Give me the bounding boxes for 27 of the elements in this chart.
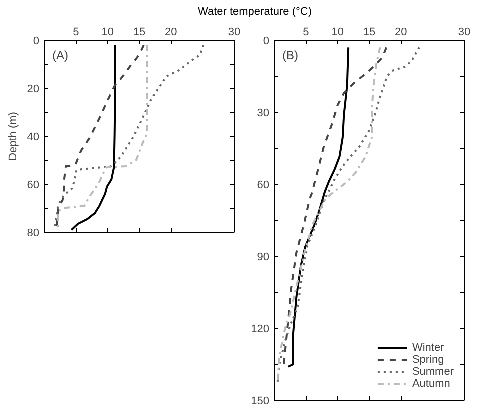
x-tick-label: 5 — [303, 26, 310, 38]
legend-label: Autumn — [412, 378, 450, 390]
y-tick-label: 20 — [27, 84, 40, 96]
y-tick-label: 0 — [33, 36, 40, 48]
x-tick-label: 5 — [73, 26, 80, 38]
x-tick-label: 10 — [332, 26, 344, 38]
x-tick-label: 20 — [165, 26, 178, 38]
y-tick-label: 120 — [251, 324, 270, 336]
legend-label: Summer — [412, 366, 454, 378]
y-tick-label: 40 — [27, 132, 40, 144]
y-tick-label: 60 — [27, 180, 40, 192]
legend-label: Winter — [412, 342, 444, 354]
x-tick-label: 15 — [133, 26, 146, 38]
x-tick-label: 15 — [363, 26, 376, 38]
y-tick-label: 30 — [257, 108, 270, 120]
x-tick-label: 30 — [228, 26, 241, 38]
x-tick-label: 20 — [395, 26, 408, 38]
annotation: (B) — [282, 48, 298, 62]
y-tick-label: 0 — [263, 36, 270, 48]
x-axis-title: Water temperature (°C) — [198, 5, 312, 20]
y-tick-label: 90 — [257, 252, 270, 264]
annotation: (A) — [52, 48, 68, 62]
x-tick-label: 30 — [458, 26, 471, 38]
x-tick-label: 10 — [102, 26, 114, 38]
y-axis-title: Depth (m) — [7, 112, 20, 161]
legend-label: Spring — [412, 354, 444, 366]
y-tick-label: 60 — [257, 180, 270, 192]
